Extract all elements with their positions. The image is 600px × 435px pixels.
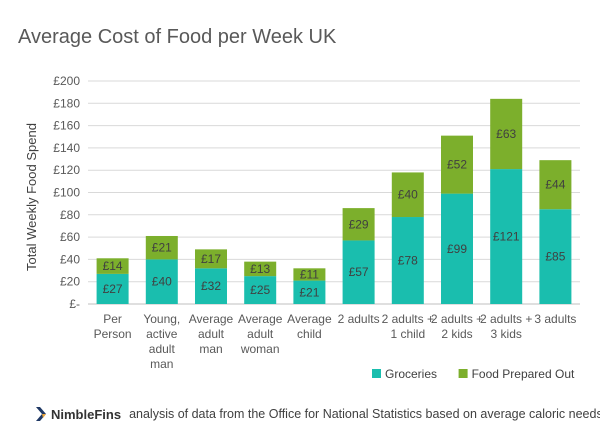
brand-name: NimbleFins	[51, 406, 122, 422]
category-label: 2 adults +1 child	[382, 312, 434, 341]
stacked-bar-chart: £- £20 £40 £60 £80 £100 £120 £140 £160 £180 £200 T…	[24, 74, 580, 381]
y-tick-label: £140	[53, 141, 80, 155]
bar-food-prepared-out	[490, 98, 523, 170]
bar-food-prepared-out	[441, 135, 473, 194]
bar-groceries	[195, 268, 227, 304]
category-label: 2 adults +3 kids	[480, 312, 532, 341]
nimblefins-logo-icon: NimbleFins	[34, 406, 121, 422]
y-tick-label: £20	[60, 275, 80, 289]
y-axis-label: Total Weekly Food Spend	[24, 123, 39, 271]
source-note: analysis of data from the Office for Nat…	[129, 407, 600, 421]
chart-title: Average Cost of Food per Week UK	[18, 26, 337, 48]
category-label: Average adult man	[189, 312, 234, 356]
data-label: £29	[349, 217, 369, 231]
data-label: £52	[447, 158, 467, 172]
legend-swatch-food-prepared-out	[458, 369, 468, 378]
category-label: 2 adults +2 kids	[431, 312, 483, 341]
y-tick-label: £160	[53, 119, 80, 133]
data-label: £14	[103, 259, 123, 273]
bar-food-prepared-out	[195, 249, 227, 269]
data-label: £85	[545, 250, 565, 264]
category-label: 2 adults	[338, 312, 380, 326]
y-tick-label: £40	[60, 252, 80, 266]
bar-food-prepared-out	[244, 261, 277, 277]
data-label: £57	[349, 265, 369, 279]
data-label: £63	[496, 127, 516, 141]
data-label: £21	[152, 241, 172, 255]
data-label: £99	[447, 242, 467, 256]
y-tick-label: £80	[60, 208, 80, 222]
bar-food-prepared-out	[342, 208, 375, 241]
bar-food-prepared-out	[391, 172, 424, 218]
y-tick-label: £60	[60, 230, 80, 244]
bar-groceries	[490, 169, 523, 304]
bar-groceries	[391, 217, 424, 304]
data-label: £32	[201, 279, 221, 293]
bar-groceries	[96, 273, 129, 304]
data-label: £44	[545, 178, 565, 192]
data-label: £78	[398, 254, 418, 268]
legend: Groceries Food Prepared Out	[372, 367, 575, 381]
bar-food-prepared-out	[539, 160, 572, 210]
category-label: Per Person	[94, 312, 132, 341]
footer: NimbleFins analysis of data from the Off…	[34, 406, 600, 422]
data-label: £13	[250, 262, 270, 276]
bar-food-prepared-out	[96, 258, 129, 274]
bar-groceries	[342, 240, 375, 304]
bar-groceries	[244, 276, 277, 304]
bar-food-prepared-out	[293, 268, 326, 281]
category-label: Average adult woman	[238, 312, 283, 356]
data-label: £21	[299, 285, 319, 299]
data-label: £25	[250, 283, 270, 297]
y-tick-label: £200	[53, 74, 80, 88]
data-label: £17	[201, 252, 221, 266]
category-label: Average child	[287, 312, 332, 341]
data-label: £27	[103, 282, 123, 296]
data-label: £121	[493, 230, 520, 244]
y-axis-ticks: £- £20 £40 £60 £80 £100 £120 £140 £160 £180 £200	[53, 74, 80, 311]
y-tick-label: £120	[53, 163, 80, 177]
bar-groceries	[441, 193, 473, 304]
y-tick-label: £180	[53, 96, 80, 110]
category-label: 3 adults	[534, 312, 576, 326]
bar-groceries	[293, 280, 326, 304]
data-label: £11	[300, 267, 319, 281]
legend-label: Groceries	[385, 367, 437, 381]
y-tick-label: £100	[53, 186, 80, 200]
legend-swatch-groceries	[372, 369, 381, 378]
category-label: Young, active adult man	[143, 312, 180, 371]
bar-groceries	[539, 209, 572, 304]
legend-label: Food Prepared Out	[472, 367, 575, 381]
data-label: £40	[152, 275, 172, 289]
y-tick-label: £-	[69, 297, 80, 311]
bar-food-prepared-out	[145, 235, 178, 260]
bar-groceries	[145, 259, 178, 304]
bars: £27 £14 £40 £21 £32 £17 £25 £13 £21 £11 £57 £29 £78 £…	[96, 98, 572, 304]
data-label: £40	[398, 188, 418, 202]
